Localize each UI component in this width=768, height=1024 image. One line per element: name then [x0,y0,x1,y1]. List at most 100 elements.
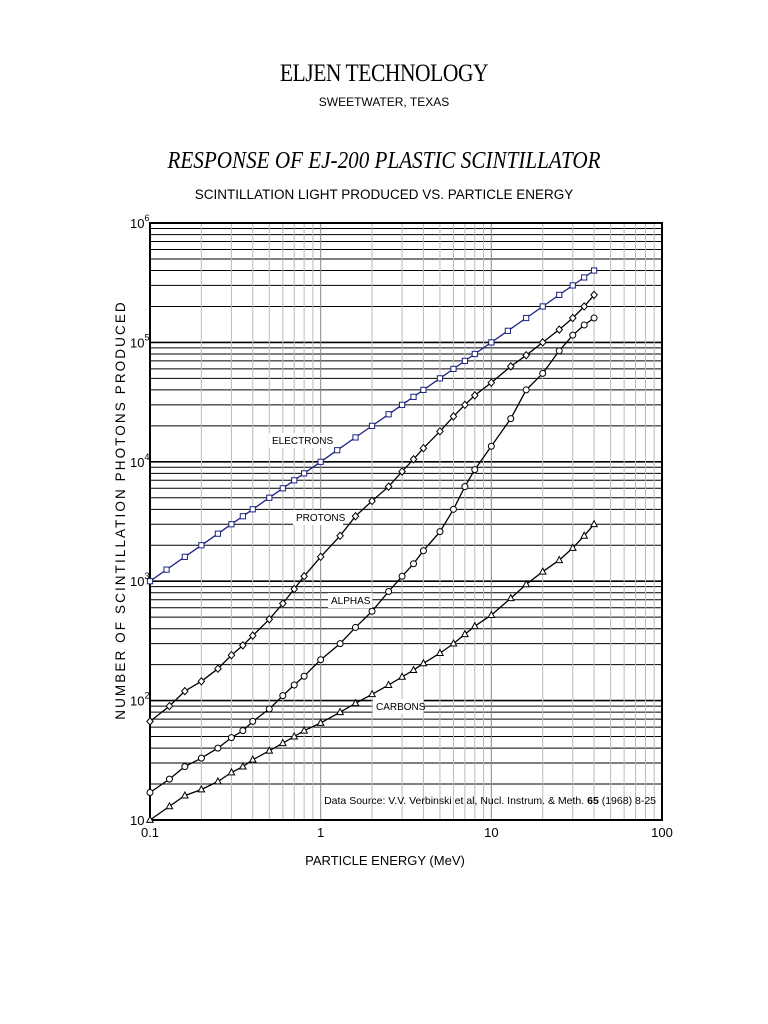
y-tick-label: 104 [130,452,149,470]
protons-point [351,511,360,521]
alphas-point [507,415,515,423]
carbons-point [351,698,360,707]
carbons-series [145,519,599,823]
x-tick-label: 10 [484,825,498,840]
y-tick-base: 10 [130,455,144,470]
electrons-point [279,485,286,492]
y-tick-exponent: 2 [144,691,149,701]
electrons-point [214,530,222,537]
electrons-point [436,375,444,382]
alphas-point [580,321,588,329]
data-source-annotation: Data Source: V.V. Verbinski et al, Nucl.… [324,795,656,807]
y-tick-exponent: 5 [144,332,149,342]
electrons-point [266,494,273,501]
y-tick-base: 10 [130,335,144,350]
series-label: ALPHAS [331,596,371,607]
carbons-point [487,610,496,619]
carbons-point [336,707,345,716]
electrons-point [181,553,188,560]
y-tick-base: 10 [130,813,144,828]
y-tick-label: 105 [130,332,149,350]
alphas-point [146,788,154,796]
carbons-point [197,784,206,793]
protons-point [214,664,222,674]
y-tick-exponent: 6 [144,213,149,223]
carbons-point [409,665,418,674]
carbons-point [265,746,274,754]
carbons-point [368,689,377,698]
carbons-point [316,718,325,726]
carbons-point [435,648,444,656]
carbons-point [238,761,247,770]
carbons-point [227,767,236,776]
alphas-point [436,528,444,536]
x-tick-label: 1 [317,825,324,840]
y-tick-base: 10 [130,574,144,589]
series-label-bg [269,433,332,448]
protons-point [180,686,189,696]
carbons-point [180,790,189,799]
series-label: PROTONS [296,513,346,524]
electrons-point [410,393,417,400]
alphas-point [398,572,406,580]
alphas-point [265,705,273,713]
electrons-point [301,470,308,477]
electrons-point [556,291,563,298]
protons-point [568,313,577,323]
carbons-point [470,621,479,630]
protons-point [522,350,531,360]
protons-point [506,362,515,371]
carbons-point [213,776,222,785]
chart-title: RESPONSE OF EJ-200 PLASTIC SCINTILLATOR [167,148,601,174]
alphas-point [300,672,308,680]
carbons-point [590,519,599,528]
protons-point [398,467,406,476]
company-name: ELJEN TECHNOLOGY [279,60,489,87]
electrons-point [198,542,205,549]
alphas-point [352,623,360,631]
alphas-point [487,442,495,450]
alphas-point [239,727,247,735]
alphas-point [590,314,598,322]
carbons-point [384,680,393,688]
alphas-point [249,717,257,725]
alphas-point [461,483,469,491]
alphas-point [227,734,235,742]
alphas-point [214,744,222,752]
alphas-point [290,681,298,689]
series-layer [145,267,599,823]
alphas-point [197,754,205,762]
protons-point [590,290,598,300]
plot-frame [149,222,663,821]
alphas-point [368,607,376,615]
x-axis-title: PARTICLE ENERGY (MeV) [305,853,465,868]
chart-subtitle: SCINTILLATION LIGHT PRODUCED VS. PARTICL… [194,187,574,202]
y-tick-label: 102 [130,691,149,709]
protons-point [227,650,236,660]
electrons-point [523,314,530,322]
electrons-point [461,357,468,364]
carbons-point [419,658,428,667]
electrons-point [569,282,576,289]
chart-grid [150,223,662,820]
protons-point [165,701,174,711]
protons-point [419,443,428,453]
electrons-point [398,401,406,408]
alphas-point [410,560,418,568]
electrons-point [590,267,598,274]
x-tick-label: 0.1 [141,825,159,840]
company-location: SWEETWATER, TEXAS [318,95,450,109]
series-label-bg [328,593,372,608]
carbons-point [460,629,469,638]
y-tick-label: 10 [130,813,144,828]
protons-point [238,641,247,650]
carbons-point [300,726,309,734]
protons-point [300,571,308,581]
carbons-point [248,755,257,763]
electrons-point [471,350,478,358]
alphas-point [471,466,479,474]
carbons-point [398,672,407,680]
series-label: CARBONS [376,702,426,713]
